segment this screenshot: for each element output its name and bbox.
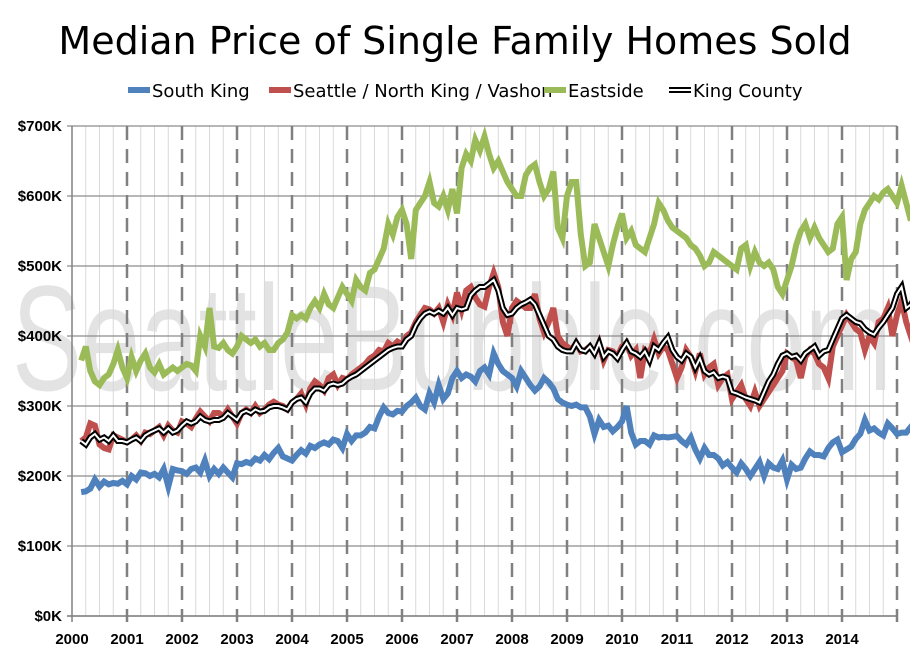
y-tick-label: $400K [18,328,62,345]
series-south-king-line [80,343,910,499]
y-tick-label: $0K [34,608,62,625]
axes: $0K $100K $200K $300K $400K $500K $600K $700K 20… [18,118,897,648]
y-tick-label: $300K [18,398,62,415]
y-tick-label: $600K [18,188,62,205]
y-tick-label: $200K [18,468,62,485]
x-tick-label: 2002 [165,631,198,648]
x-tick-label: 2013 [770,631,803,648]
legend-item: King County [669,81,803,102]
x-tick-label: 2000 [55,631,88,648]
legend-label: King County [693,81,803,102]
y-tick-label: $700K [18,118,62,135]
legend-item: South King [128,81,250,102]
x-tick-label: 2007 [440,631,473,648]
legend-label: Eastside [568,81,644,102]
series-king-county-line [79,275,910,449]
series-eastside-line [78,125,910,390]
x-tick-label: 2009 [550,631,583,648]
y-tick-label: $500K [18,258,62,275]
x-tick-label: 2011 [661,631,694,648]
chart-title: Median Price of Single Family Homes Sold [58,19,851,63]
legend-label: Seattle / North King / Vashon [293,81,553,102]
king-county-inner-line [80,278,910,446]
x-tick-label: 2014 [825,631,859,648]
legend-item: Seattle / North King / Vashon [269,81,553,102]
series-layer [78,125,910,499]
legend-item: Eastside [544,81,644,102]
x-tick-label: 2008 [495,631,528,648]
x-tick-label: 2010 [605,631,638,648]
x-tick-label: 2003 [220,631,253,648]
x-tick-label: 2012 [715,631,748,648]
x-tick-label: 2001 [110,631,143,648]
x-tick-label: 2004 [275,631,309,648]
legend: South King Seattle / North King / Vashon E… [128,81,803,102]
legend-label: South King [152,81,250,102]
x-tick-label: 2006 [385,631,418,648]
x-tick-label: 2005 [330,631,363,648]
y-tick-label: $100K [18,538,62,555]
